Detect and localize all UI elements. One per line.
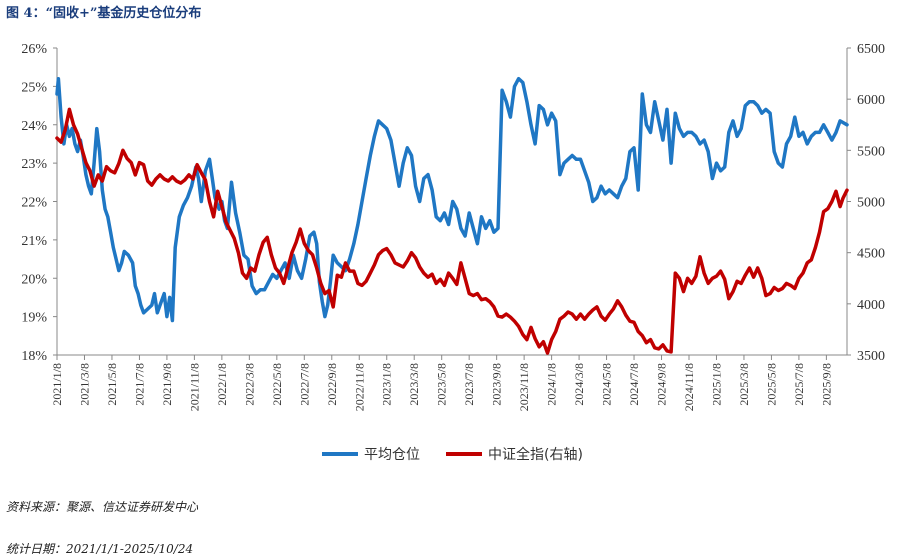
y-right-tick-label: 5000 [857,196,885,211]
x-tick-label: 2022/11/8 [352,363,366,411]
x-tick-label: 2022/1/8 [215,363,229,406]
x-tick-label: 2023/9/8 [490,363,504,406]
legend-label: 平均仓位 [364,447,420,463]
x-tick-label: 2024/11/8 [682,363,696,411]
x-tick-label: 2022/9/8 [325,363,339,406]
y-right-tick-label: 4500 [857,247,885,262]
y-left-tick-label: 18% [21,349,47,364]
x-tick-label: 2023/3/8 [407,363,421,406]
y-left-tick-label: 26% [21,42,47,57]
x-tick-label: 2021/5/8 [105,363,119,406]
y-axis-left: 18% 19% 20% 21% 22% 23% 24% 25% 26% [21,42,58,364]
x-tick-label: 2023/11/8 [517,363,531,411]
x-tick-label: 2021/11/8 [187,363,201,411]
figure-title: 图 4：“固收+”基金历史仓位分布 [6,6,202,21]
y-axis-right: 3500 4000 4500 5000 5500 6000 6500 [846,42,885,364]
x-tick-label: 2024/3/8 [572,363,586,406]
x-tick-label: 2025/3/8 [737,363,751,406]
x-tick-label: 2023/1/8 [380,363,394,406]
y-left-tick-label: 25% [21,80,47,95]
x-tick-label: 2025/1/8 [709,363,723,406]
x-tick-label: 2021/1/8 [50,363,64,406]
series-line-average-position [55,76,849,323]
y-left-tick-label: 22% [21,196,47,211]
x-tick-label: 2024/5/8 [600,363,614,406]
x-tick-label: 2024/7/8 [627,363,641,406]
legend: 平均仓位 中证全指(右轴) [322,446,583,463]
y-right-tick-label: 6000 [857,93,885,108]
x-tick-label: 2024/9/8 [655,363,669,406]
x-tick-label: 2025/9/8 [819,363,833,406]
legend-label: 中证全指(右轴) [488,446,583,463]
x-tick-label: 2022/5/8 [270,363,284,406]
x-tick-label: 2021/7/8 [132,363,146,406]
y-left-tick-label: 23% [21,157,47,172]
x-axis: 2021/1/8 2021/3/8 2021/5/8 2021/7/8 2021/9/8… [50,354,847,411]
x-tick-label: 2024/1/8 [545,363,559,406]
x-tick-label: 2021/9/8 [160,363,174,406]
y-left-tick-label: 19% [21,311,47,326]
x-tick-label: 2025/5/8 [764,363,778,406]
x-tick-label: 2023/7/8 [462,363,476,406]
y-left-tick-label: 24% [21,119,47,134]
y-right-tick-label: 4000 [857,298,885,313]
x-tick-label: 2025/7/8 [792,363,806,406]
series-line-csi-all-share [55,107,849,355]
x-tick-label: 2022/3/8 [242,363,256,406]
y-right-tick-label: 5500 [857,144,885,159]
x-tick-label: 2023/5/8 [435,363,449,406]
y-right-tick-label: 3500 [857,349,885,364]
x-tick-label: 2022/7/8 [297,363,311,406]
y-left-tick-label: 21% [21,234,47,249]
y-left-tick-label: 20% [21,272,47,287]
period-note: 统计日期：2021/1/1-2025/10/24 [6,542,194,556]
source-note: 资料来源：聚源、信达证券研发中心 [6,500,199,514]
y-right-tick-label: 6500 [857,42,885,57]
plot-area [55,76,849,355]
x-tick-label: 2021/3/8 [77,363,91,406]
